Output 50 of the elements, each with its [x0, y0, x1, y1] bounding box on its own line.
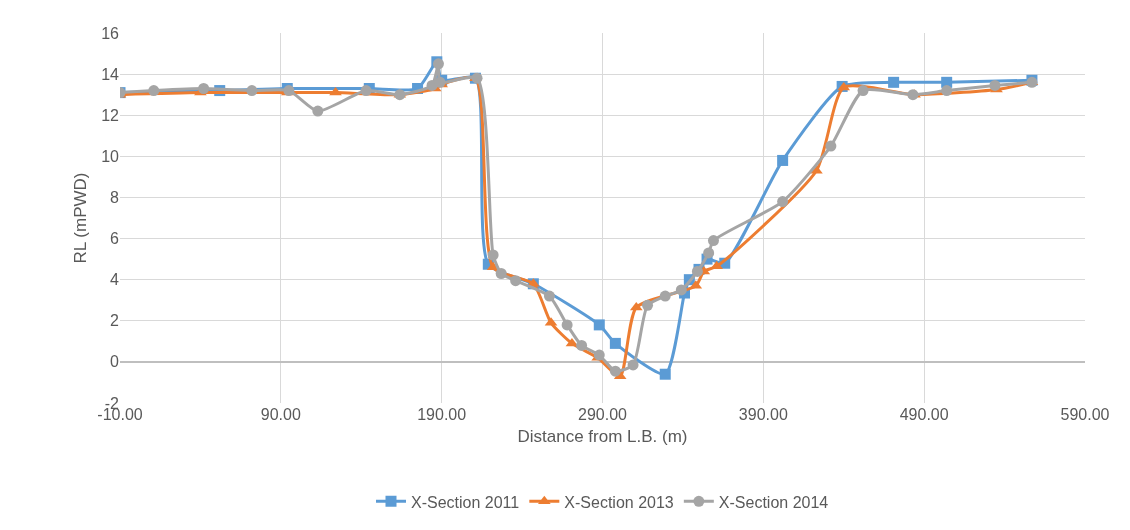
- point: [565, 337, 579, 347]
- x-tick-label: 590.00: [1060, 406, 1110, 423]
- x-tick-label: 90.00: [260, 406, 301, 423]
- point: [703, 247, 715, 259]
- legend-label: X-Section 2014: [718, 493, 829, 511]
- legend-label: X-Section 2011: [411, 493, 520, 511]
- point: [659, 290, 671, 302]
- point: [487, 249, 499, 261]
- point: [941, 85, 953, 97]
- y-tick-label: 10: [101, 147, 120, 165]
- point: [510, 275, 522, 287]
- point: [593, 319, 605, 331]
- point: [888, 76, 900, 88]
- y-tick-label: 4: [110, 271, 120, 289]
- point: [198, 83, 210, 94]
- point: [312, 105, 324, 117]
- point: [642, 299, 654, 311]
- point: [675, 284, 687, 296]
- point: [777, 154, 789, 166]
- point: [148, 85, 160, 97]
- point: [576, 339, 588, 351]
- x-tick-label: 490.00: [899, 406, 949, 423]
- point: [659, 368, 671, 380]
- point: [777, 196, 789, 208]
- x-tick-label: 290.00: [578, 406, 628, 423]
- x-tick-label: 390.00: [738, 406, 788, 423]
- y-tick-label: 6: [110, 230, 120, 248]
- point: [561, 319, 573, 331]
- point: [989, 79, 1001, 91]
- x-axis-title: Distance from L.B. (m): [517, 427, 688, 447]
- y-tick-label: 8: [110, 189, 120, 207]
- y-tick-label: 12: [101, 106, 120, 124]
- x-tick-label: 190.00: [417, 406, 467, 423]
- point: [629, 301, 643, 311]
- y-tick-label: 14: [101, 65, 120, 83]
- point: [609, 365, 621, 377]
- point: [710, 260, 724, 270]
- y-tick-label: 0: [110, 353, 120, 371]
- y-tick-label: 16: [101, 24, 120, 42]
- point: [609, 337, 621, 349]
- point: [825, 140, 837, 152]
- point: [857, 85, 869, 97]
- y-axis-title: RL (mPWD): [70, 172, 90, 264]
- legend-label: X-Section 2013: [564, 493, 674, 511]
- y-tick-label: 2: [110, 312, 120, 330]
- point: [543, 290, 555, 302]
- point: [707, 235, 719, 247]
- point: [246, 85, 258, 97]
- point: [495, 268, 507, 279]
- point: [627, 359, 639, 371]
